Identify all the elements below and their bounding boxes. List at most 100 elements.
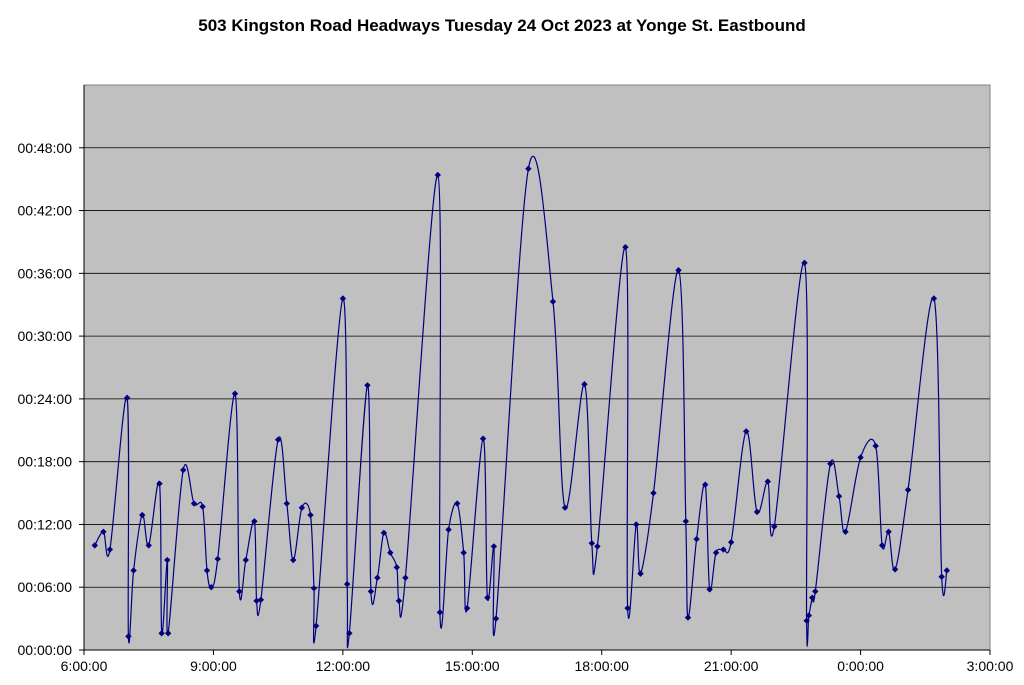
- data-point-marker: [310, 585, 318, 592]
- data-point-marker: [139, 511, 146, 519]
- data-point-marker: [835, 492, 843, 500]
- x-tick-label: 0:00:00: [837, 658, 884, 674]
- data-point-marker: [727, 539, 735, 546]
- data-point-marker: [872, 442, 879, 450]
- data-point-marker: [290, 556, 297, 564]
- y-tick-label: 00:24:00: [18, 391, 73, 407]
- data-point-marker: [242, 556, 249, 564]
- data-point-marker: [479, 435, 487, 442]
- data-point-marker: [106, 546, 114, 553]
- data-point-marker: [878, 542, 886, 549]
- data-point-marker: [633, 521, 640, 528]
- data-point-marker: [274, 436, 282, 443]
- data-point-marker: [549, 298, 557, 305]
- data-point-marker: [453, 500, 461, 507]
- data-point-marker: [374, 574, 381, 582]
- data-point-marker: [91, 542, 98, 549]
- y-tick-labels: 00:00:00 00:06:00 00:12:00 00:18:00 00:24:00…: [18, 140, 73, 658]
- data-point-marker: [231, 390, 239, 397]
- data-markers: [91, 165, 951, 640]
- data-point-marker: [904, 486, 912, 494]
- x-tick-labels: 6:00:00 9:00:00 12:00:00 15:00:00 18:00:00 21…: [61, 658, 1014, 674]
- data-point-marker: [684, 614, 692, 621]
- data-point-marker: [158, 630, 165, 637]
- data-point-marker: [130, 567, 137, 574]
- data-point-marker: [702, 481, 709, 488]
- data-point-marker: [214, 555, 221, 563]
- data-point-marker: [594, 543, 601, 550]
- data-point-marker: [395, 597, 403, 605]
- data-point-marker: [164, 630, 172, 637]
- data-point-marker: [484, 594, 491, 601]
- data-point-marker: [367, 588, 375, 595]
- data-point-marker: [257, 596, 265, 603]
- data-point-marker: [809, 594, 816, 601]
- data-point-marker: [682, 518, 690, 525]
- data-point-marker: [827, 460, 834, 467]
- y-tick-label: 00:00:00: [18, 642, 73, 658]
- y-tick-label: 00:18:00: [18, 454, 73, 470]
- data-point-marker: [943, 567, 951, 574]
- data-point-marker: [253, 597, 260, 605]
- data-point-marker: [208, 584, 215, 591]
- data-point-marker: [364, 382, 371, 389]
- data-point-marker: [803, 617, 810, 624]
- chart-title: 503 Kingston Road Headways Tuesday 24 Oc…: [198, 16, 806, 35]
- data-point-marker: [460, 549, 467, 556]
- data-point-marker: [801, 259, 808, 267]
- data-point-marker: [236, 588, 243, 595]
- data-point-marker: [525, 165, 532, 172]
- data-point-marker: [463, 604, 471, 612]
- y-tick-label: 00:12:00: [18, 516, 73, 532]
- y-tick-label: 00:30:00: [18, 328, 73, 344]
- x-tick-label: 18:00:00: [574, 658, 629, 674]
- x-tick-label: 12:00:00: [316, 658, 371, 674]
- axes: [79, 85, 991, 655]
- data-point-marker: [199, 503, 206, 510]
- data-point-marker: [203, 567, 211, 574]
- data-point-marker: [743, 428, 750, 435]
- data-point-marker: [393, 564, 400, 571]
- data-point-marker: [720, 546, 727, 553]
- data-point-marker: [156, 480, 163, 487]
- data-point-marker: [561, 504, 569, 511]
- data-point-marker: [650, 489, 657, 497]
- data-point-marker: [812, 588, 819, 595]
- data-point-marker: [675, 266, 682, 274]
- data-point-marker: [588, 540, 595, 547]
- data-point-marker: [712, 549, 720, 556]
- data-point-marker: [706, 586, 713, 593]
- y-tick-label: 00:36:00: [18, 265, 73, 281]
- data-point-marker: [312, 622, 320, 630]
- data-point-marker: [343, 580, 351, 588]
- data-point-marker: [380, 529, 388, 537]
- data-point-marker: [885, 528, 892, 535]
- data-point-marker: [445, 526, 452, 533]
- data-point-marker: [771, 523, 778, 530]
- data-point-marker: [857, 454, 864, 461]
- data-point-marker: [339, 295, 347, 302]
- data-point-marker: [930, 295, 938, 302]
- data-point-marker: [346, 630, 353, 637]
- data-point-marker: [891, 566, 899, 573]
- y-tick-label: 00:42:00: [18, 203, 73, 219]
- data-point-marker: [125, 633, 132, 640]
- data-point-marker: [251, 518, 258, 525]
- gridlines: [84, 147, 990, 588]
- data-point-marker: [805, 612, 812, 619]
- data-point-marker: [764, 478, 772, 485]
- data-point-marker: [298, 504, 306, 511]
- data-point-marker: [190, 500, 198, 507]
- data-point-marker: [387, 549, 394, 556]
- data-point-marker: [490, 543, 498, 550]
- data-point-marker: [753, 508, 761, 516]
- data-point-marker: [283, 500, 290, 507]
- plot-area: [83, 84, 991, 651]
- data-point-marker: [145, 542, 152, 549]
- data-point-marker: [402, 574, 409, 582]
- data-point-marker: [436, 609, 444, 616]
- data-point-marker: [434, 171, 441, 179]
- data-point-marker: [123, 394, 131, 402]
- data-point-marker: [492, 615, 500, 622]
